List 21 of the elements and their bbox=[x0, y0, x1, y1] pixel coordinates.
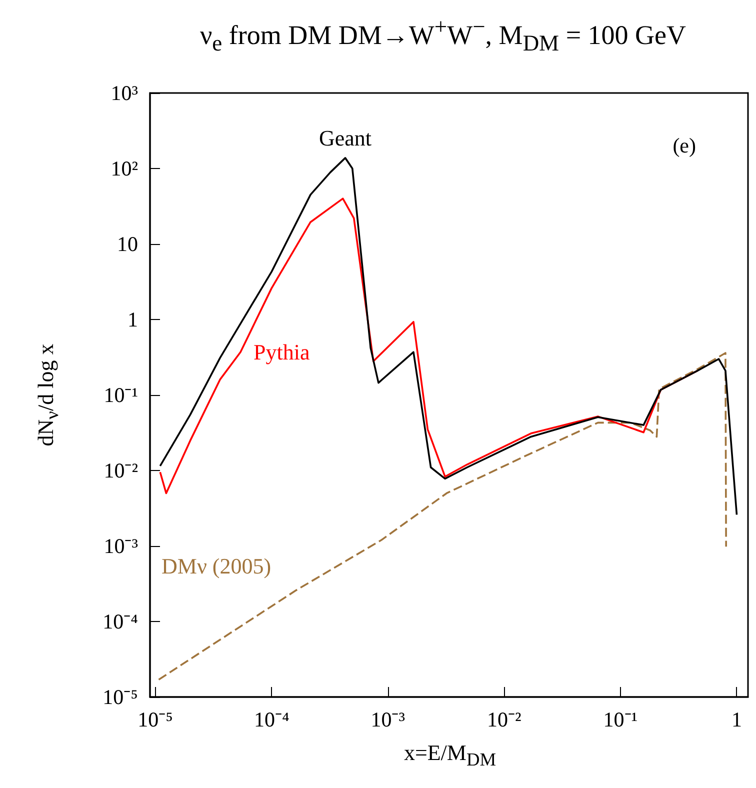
series-label: Pythia bbox=[253, 340, 310, 365]
x-tick-label: 10⁻⁵ bbox=[138, 708, 173, 732]
x-tick-label: 10⁻⁴ bbox=[254, 708, 290, 732]
y-tick-label: 10⁻⁴ bbox=[102, 610, 138, 634]
chart-title: ν$_{e}$ from DM DM→W$^{+}$W$^{−}$, M$_{DM}$ = 100 GeV bbox=[200, 14, 686, 56]
y-tick-label: 10⁻⁵ bbox=[102, 685, 138, 709]
x-tick-label: 10⁻¹ bbox=[603, 708, 638, 732]
y-tick-label: 10² bbox=[110, 156, 138, 180]
x-tick-label: 10⁻³ bbox=[370, 708, 406, 732]
y-tick-label: 1 bbox=[128, 308, 138, 332]
x-axis-title: x=E/M$_{DM}$ bbox=[402, 740, 498, 770]
y-tick-label: 10⁻³ bbox=[104, 534, 138, 558]
x-tick-label: 1 bbox=[731, 708, 742, 732]
y-tick-label: 10⁻¹ bbox=[104, 383, 138, 407]
x-tick-label: 10⁻² bbox=[487, 708, 522, 732]
y-tick-label: 10³ bbox=[110, 81, 138, 105]
annotation: (e) bbox=[672, 134, 696, 158]
series-label: Geant bbox=[319, 125, 372, 150]
y-tick-label: 10⁻² bbox=[104, 458, 138, 482]
y-tick-label: 10 bbox=[117, 232, 138, 256]
series-label: DMν (2005) bbox=[161, 554, 272, 579]
